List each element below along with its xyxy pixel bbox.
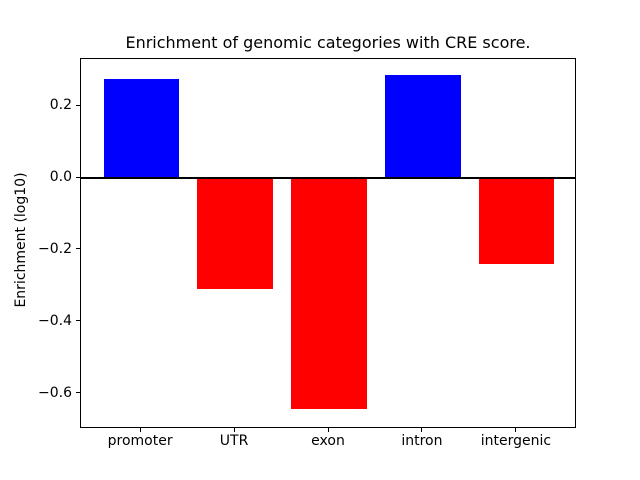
x-tick-mark-intergenic bbox=[515, 428, 517, 432]
y-tick-label-−0.2: −0.2 bbox=[38, 240, 72, 257]
x-tick-mark-promoter bbox=[139, 428, 141, 432]
zero-line bbox=[81, 176, 575, 179]
bar-UTR bbox=[197, 177, 273, 289]
y-tick-mark-−0.2 bbox=[76, 248, 80, 250]
y-tick-mark-0.0 bbox=[76, 176, 80, 178]
y-tick-label-−0.4: −0.4 bbox=[38, 312, 72, 329]
x-tick-label-intron: intron bbox=[401, 433, 443, 449]
y-tick-label-0.2: 0.2 bbox=[49, 97, 72, 114]
x-tick-mark-exon bbox=[327, 428, 329, 432]
chart-title: Enrichment of genomic categories with CR… bbox=[125, 33, 531, 52]
plot-area bbox=[80, 58, 576, 428]
y-tick-mark-−0.6 bbox=[76, 392, 80, 394]
x-tick-mark-intron bbox=[421, 428, 423, 432]
bar-intron bbox=[385, 75, 461, 178]
x-tick-label-promoter: promoter bbox=[107, 433, 173, 449]
x-tick-mark-UTR bbox=[233, 428, 235, 432]
x-tick-label-exon: exon bbox=[311, 433, 345, 449]
y-tick-mark-0.2 bbox=[76, 104, 80, 106]
y-tick-mark-−0.4 bbox=[76, 320, 80, 322]
bar-promoter bbox=[103, 79, 179, 178]
x-tick-label-UTR: UTR bbox=[219, 433, 249, 449]
y-tick-label-−0.6: −0.6 bbox=[38, 384, 72, 401]
y-tick-label-0.0: 0.0 bbox=[49, 169, 72, 186]
bar-exon bbox=[291, 177, 367, 410]
bar-intergenic bbox=[479, 177, 555, 264]
x-tick-label-intergenic: intergenic bbox=[480, 433, 552, 449]
